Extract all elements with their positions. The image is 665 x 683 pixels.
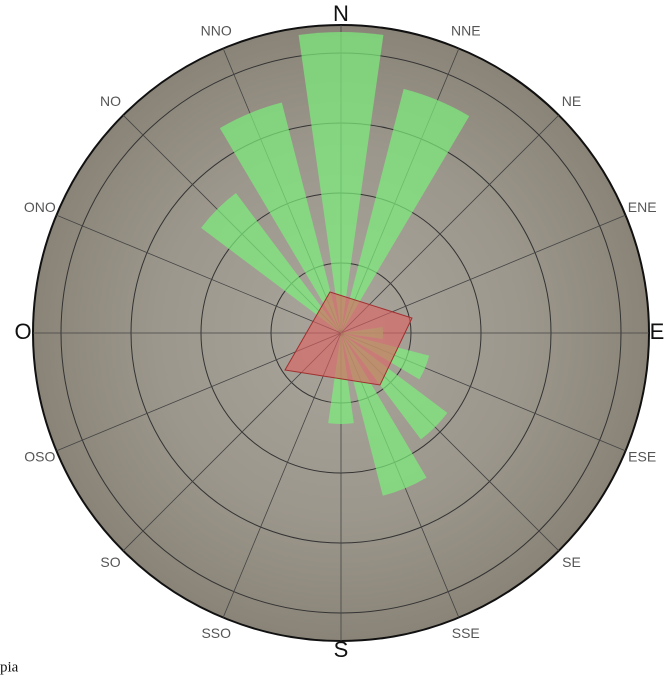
spoke bbox=[340, 114, 560, 334]
direction-label: ENE bbox=[628, 199, 657, 215]
direction-label: O bbox=[14, 319, 31, 344]
spoke bbox=[56, 214, 342, 334]
direction-label: NNO bbox=[201, 23, 232, 39]
direction-label: ESE bbox=[628, 448, 656, 464]
direction-label: ONO bbox=[24, 199, 56, 215]
calm-square bbox=[284, 291, 413, 386]
wedge bbox=[341, 88, 470, 333]
caption: pia bbox=[0, 659, 19, 675]
direction-label: OSO bbox=[24, 448, 55, 464]
direction-label: SSO bbox=[201, 625, 231, 641]
spoke bbox=[222, 332, 342, 618]
direction-label: S bbox=[334, 637, 349, 662]
direction-label: SSE bbox=[452, 625, 480, 641]
spoke bbox=[56, 332, 342, 452]
direction-label: E bbox=[650, 319, 665, 344]
direction-label: NNE bbox=[451, 23, 481, 39]
direction-label: N bbox=[333, 1, 349, 26]
direction-label: NE bbox=[562, 93, 581, 109]
direction-label: SE bbox=[562, 554, 581, 570]
wedge bbox=[298, 32, 384, 334]
wedge bbox=[201, 193, 341, 333]
direction-label: NO bbox=[100, 93, 121, 109]
direction-label: SO bbox=[100, 554, 120, 570]
wedge bbox=[219, 102, 341, 334]
